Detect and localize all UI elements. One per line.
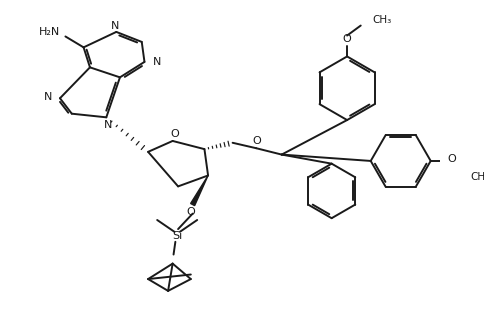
Text: O: O (170, 129, 179, 139)
Text: O: O (447, 154, 456, 164)
Text: Si: Si (172, 231, 182, 241)
Polygon shape (191, 175, 208, 206)
Text: CH₃: CH₃ (373, 15, 392, 25)
Text: H₂N: H₂N (39, 27, 60, 37)
Text: N: N (45, 92, 53, 102)
Text: CH₃: CH₃ (470, 172, 484, 182)
Text: N: N (152, 57, 161, 67)
Text: N: N (104, 120, 112, 130)
Text: O: O (186, 207, 195, 217)
Text: O: O (343, 34, 351, 44)
Text: O: O (253, 136, 261, 146)
Text: N: N (111, 21, 120, 31)
